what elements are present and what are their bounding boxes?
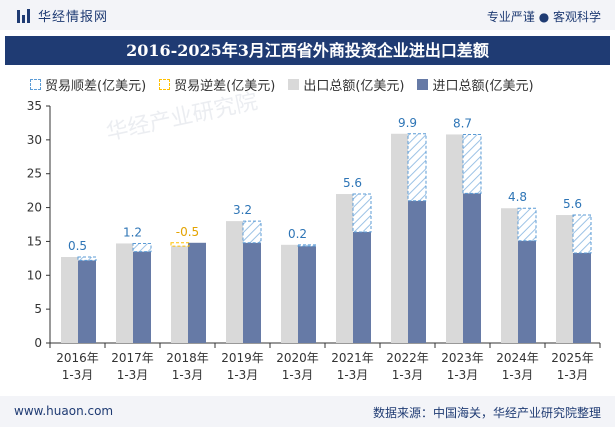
y-tick-label: 15 bbox=[27, 234, 42, 248]
deficit-swatch-icon bbox=[159, 79, 171, 90]
x-tick-label: 2017年 bbox=[111, 351, 154, 365]
legend: 贸易顺差(亿美元) 贸易逆差(亿美元) 出口总额(亿美元) 进口总额(亿美元) bbox=[30, 75, 534, 94]
export-bar bbox=[446, 134, 464, 343]
tagline: 专业严谨 ● 客观科学 bbox=[486, 10, 601, 24]
watermark-text: 华经产业研究院 bbox=[104, 89, 260, 145]
export-bar bbox=[391, 133, 409, 343]
balance-label: 0.2 bbox=[288, 227, 307, 241]
balance-label: 1.2 bbox=[123, 225, 142, 239]
surplus-bar bbox=[572, 214, 592, 254]
balance-label: 8.7 bbox=[453, 116, 472, 130]
y-tick-label: 0 bbox=[34, 336, 42, 350]
import-bar bbox=[518, 240, 536, 343]
surplus-bar bbox=[462, 133, 482, 194]
y-tick-label: 20 bbox=[27, 201, 42, 215]
surplus-swatch-icon bbox=[30, 79, 41, 90]
surplus-bar bbox=[407, 133, 427, 202]
balance-label: 0.5 bbox=[68, 239, 87, 253]
top-bar: 华经情报网 专业严谨 ● 客观科学 bbox=[0, 0, 615, 30]
balance-label: 4.8 bbox=[508, 190, 527, 204]
y-tick-label: 5 bbox=[34, 302, 42, 316]
x-tick-label: 1-3月 bbox=[447, 368, 479, 382]
x-tick-label: 1-3月 bbox=[62, 368, 94, 382]
x-tick-label: 1-3月 bbox=[227, 368, 259, 382]
import-swatch-icon bbox=[417, 79, 429, 90]
chart-area: 华经产业研究院 0 5 10 15 20 25 30 35 0.5 2016年 1-3月 1.2 2017… bbox=[27, 89, 601, 382]
balance-label: 9.9 bbox=[398, 116, 417, 130]
surplus-bar bbox=[517, 207, 537, 242]
export-bar bbox=[556, 215, 574, 343]
import-bar bbox=[133, 251, 151, 343]
legend-export[interactable]: 出口总额(亿美元) bbox=[288, 75, 404, 94]
y-tick-label: 10 bbox=[27, 268, 42, 282]
balance-label: 5.6 bbox=[343, 176, 362, 190]
x-tick-label: 2024年 bbox=[496, 351, 539, 365]
y-tick-label: 25 bbox=[27, 167, 42, 181]
export-bar bbox=[501, 208, 519, 343]
legend-import[interactable]: 进口总额(亿美元) bbox=[417, 75, 534, 94]
x-tick-label: 1-3月 bbox=[337, 368, 369, 382]
surplus-bar bbox=[352, 193, 372, 233]
surplus-bar bbox=[132, 242, 152, 253]
chart-title: 2016-2025年3月江西省外商投资企业进出口差额 bbox=[5, 36, 610, 65]
legend-surplus[interactable]: 贸易顺差(亿美元) bbox=[30, 75, 146, 94]
import-bar bbox=[353, 231, 371, 343]
export-bar bbox=[171, 246, 189, 343]
x-tick-label: 1-3月 bbox=[392, 368, 424, 382]
y-tick-label: 35 bbox=[27, 99, 42, 113]
surplus-bar bbox=[242, 220, 262, 244]
balance-label: 5.6 bbox=[563, 197, 582, 211]
export-bar bbox=[226, 221, 244, 343]
site-link[interactable]: www.huaon.com bbox=[14, 404, 114, 418]
import-bar bbox=[463, 193, 481, 343]
deficit-bar bbox=[170, 242, 190, 247]
surplus-bar bbox=[77, 256, 97, 261]
brand[interactable]: 华经情报网 bbox=[16, 6, 108, 25]
x-tick-label: 2018年 bbox=[166, 351, 209, 365]
surplus-bar bbox=[297, 244, 317, 247]
x-tick-label: 1-3月 bbox=[117, 368, 149, 382]
y-tick-label: 30 bbox=[27, 133, 42, 147]
balance-label: -0.5 bbox=[176, 225, 199, 239]
import-bar bbox=[408, 200, 426, 343]
x-tick-label: 2022年 bbox=[386, 351, 429, 365]
x-tick-label: 2019年 bbox=[221, 351, 264, 365]
x-tick-label: 1-3月 bbox=[172, 368, 204, 382]
export-bar bbox=[116, 243, 134, 343]
x-tick-label: 2021年 bbox=[331, 351, 374, 365]
import-bar bbox=[298, 246, 316, 343]
x-tick-label: 1-3月 bbox=[502, 368, 534, 382]
balance-label: 3.2 bbox=[233, 203, 252, 217]
legend-deficit[interactable]: 贸易逆差(亿美元) bbox=[159, 75, 275, 94]
export-bar bbox=[336, 194, 354, 343]
export-bar bbox=[281, 244, 299, 343]
x-tick-label: 2020年 bbox=[276, 351, 319, 365]
x-tick-label: 2025年 bbox=[551, 351, 594, 365]
footer: www.huaon.com 数据来源：中国海关，华经产业研究院整理 bbox=[0, 396, 615, 427]
export-swatch-icon bbox=[288, 79, 300, 90]
import-bar bbox=[78, 260, 96, 343]
x-tick-label: 1-3月 bbox=[282, 368, 314, 382]
logo-icon bbox=[16, 8, 32, 24]
x-tick-label: 1-3月 bbox=[557, 368, 589, 382]
import-bar bbox=[188, 242, 206, 343]
export-bar bbox=[61, 257, 79, 343]
x-tick-label: 2023年 bbox=[441, 351, 484, 365]
data-source: 数据来源：中国海关，华经产业研究院整理 bbox=[372, 406, 601, 420]
import-bar bbox=[573, 252, 591, 343]
x-tick-label: 2016年 bbox=[56, 351, 99, 365]
import-bar bbox=[243, 242, 261, 343]
brand-name: 华经情报网 bbox=[38, 10, 109, 25]
